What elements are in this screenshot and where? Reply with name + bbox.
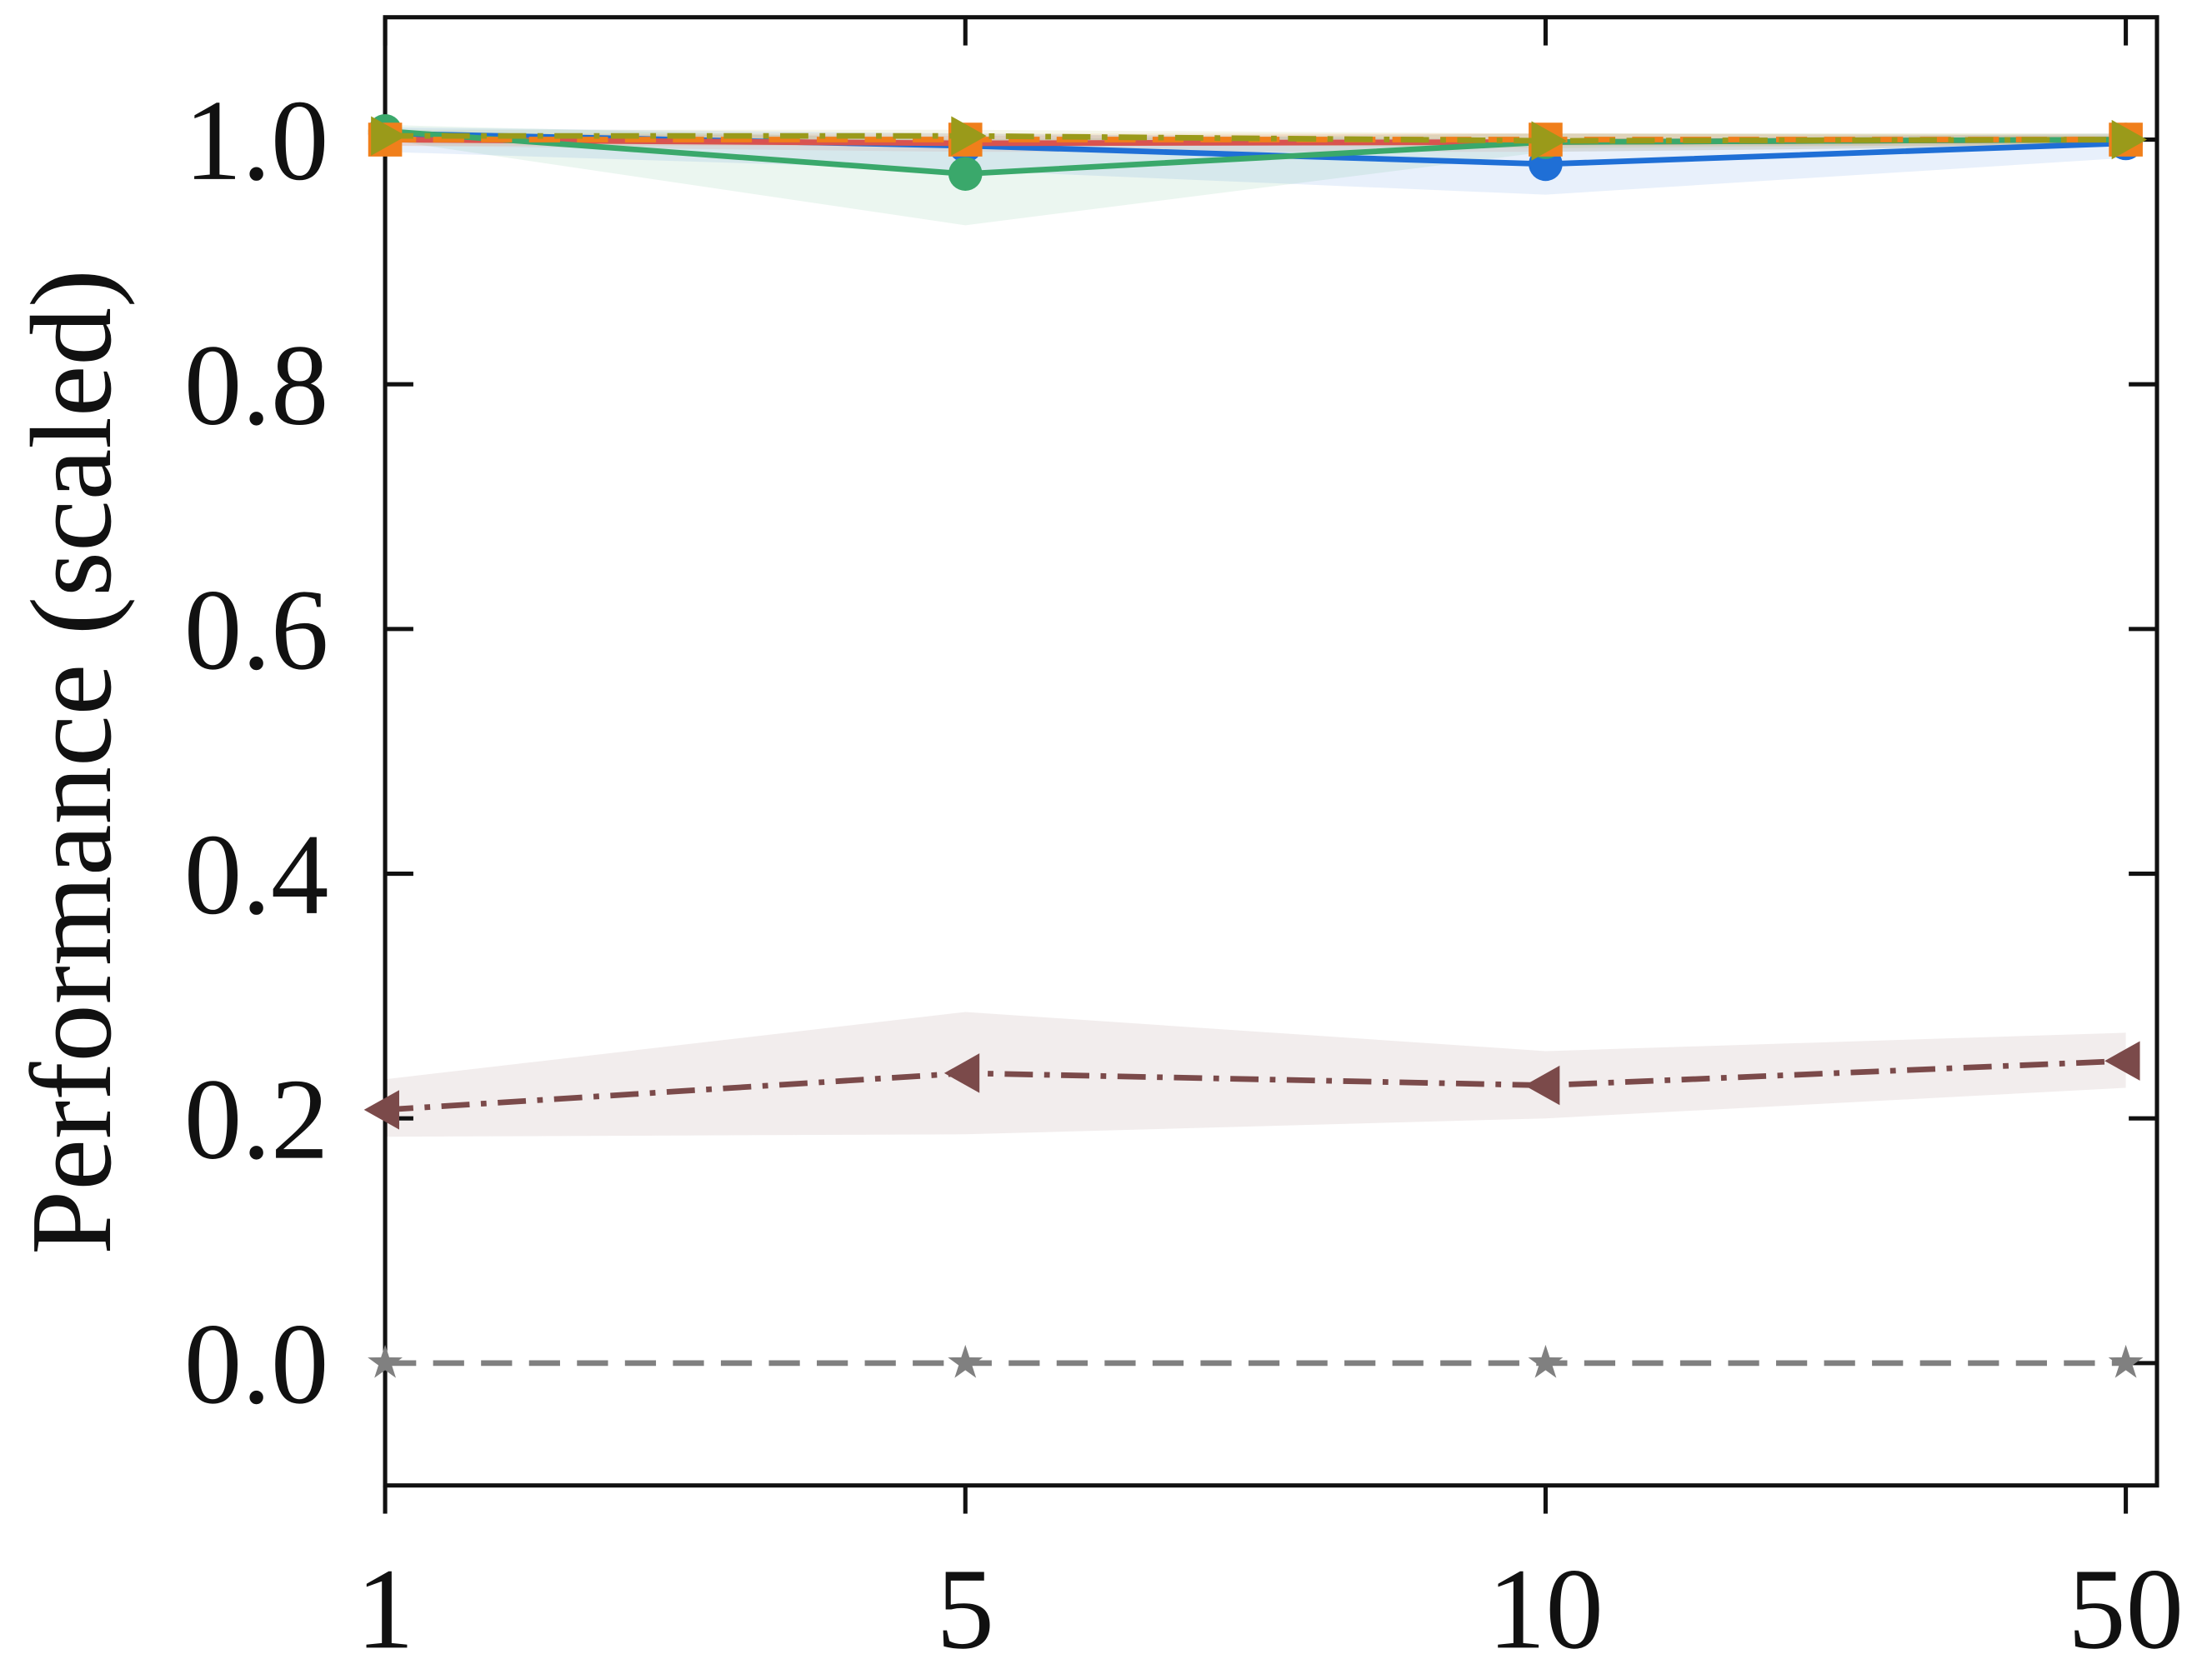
point <box>1528 1344 1564 1378</box>
series-line <box>385 132 2126 144</box>
x-tick-label: 5 <box>937 1545 994 1673</box>
point <box>948 157 983 191</box>
x-tick-label: 1 <box>356 1545 413 1673</box>
x-tick-label: 10 <box>1488 1545 1604 1673</box>
y-tick-label: 1.0 <box>184 77 328 205</box>
plot-frame <box>383 15 2159 1488</box>
y-tick-label: 0.2 <box>184 1056 328 1184</box>
point <box>371 116 407 156</box>
point <box>1524 1065 1560 1106</box>
y-tick-label: 0.8 <box>184 322 328 450</box>
point <box>363 1090 400 1130</box>
point <box>1531 121 1567 161</box>
y-tick-label: 0.6 <box>184 566 328 694</box>
point <box>2108 1344 2144 1378</box>
error-band <box>385 124 2126 226</box>
point <box>948 1344 983 1378</box>
point <box>951 116 987 156</box>
error-band <box>385 1012 2126 1137</box>
series-line <box>384 1057 2126 1113</box>
x-tick-label: 50 <box>2068 1545 2184 1673</box>
y-axis-label: Performance (scaled) <box>8 269 136 1255</box>
point <box>2104 1041 2140 1081</box>
y-tick-label: 0.4 <box>184 811 328 939</box>
point <box>943 1053 980 1093</box>
y-tick-label: 0.0 <box>184 1300 328 1428</box>
point <box>368 1344 403 1378</box>
point <box>2111 119 2147 160</box>
